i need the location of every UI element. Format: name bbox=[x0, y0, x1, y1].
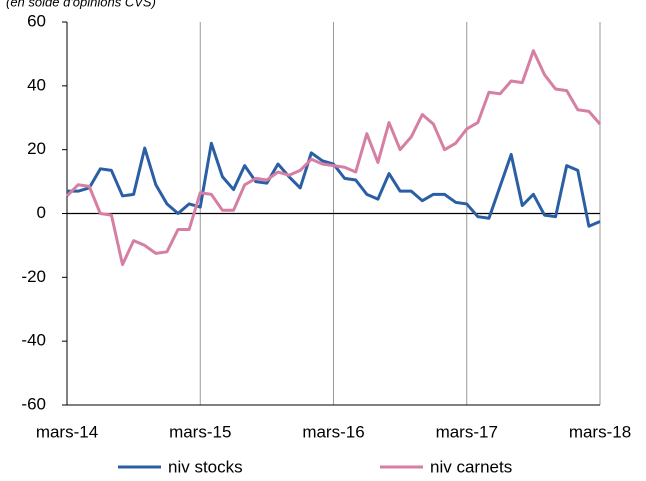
x-tick-label: mars-15 bbox=[169, 422, 231, 441]
y-tick-label: -40 bbox=[21, 331, 46, 350]
legend-label: niv stocks bbox=[168, 457, 243, 476]
x-tick-label: mars-17 bbox=[436, 422, 498, 441]
x-tick-label: mars-16 bbox=[302, 422, 364, 441]
series-line bbox=[67, 141, 601, 228]
y-tick-label: 40 bbox=[27, 75, 46, 94]
y-tick-label: 0 bbox=[37, 203, 46, 222]
y-tick-label: 60 bbox=[27, 11, 46, 30]
x-tick-label: mars-14 bbox=[36, 422, 98, 441]
chart-subtitle: (en solde d'opinions CVS) bbox=[6, 0, 156, 9]
x-tick-label: mars-18 bbox=[569, 422, 631, 441]
legend-label: niv carnets bbox=[430, 457, 512, 476]
series-line bbox=[65, 49, 602, 267]
y-tick-label: 20 bbox=[27, 139, 46, 158]
y-tick-label: -20 bbox=[21, 267, 46, 286]
y-tick-label: -60 bbox=[21, 394, 46, 413]
